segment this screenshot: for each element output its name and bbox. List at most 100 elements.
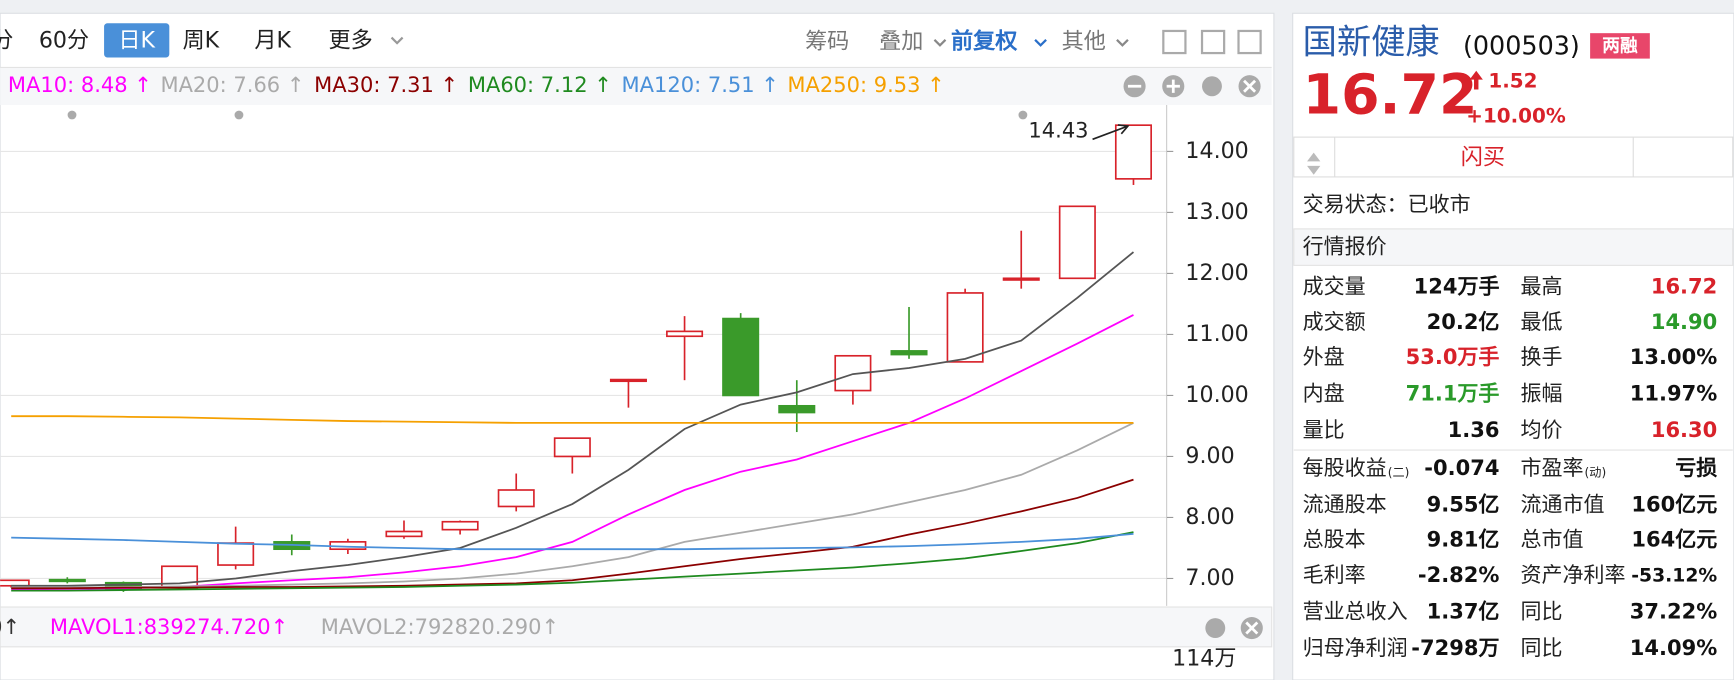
marker-dot <box>67 110 77 120</box>
ma-line <box>11 478 1134 590</box>
ma-line <box>11 422 1134 589</box>
tool[interactable]: 叠加 <box>879 29 923 55</box>
field-label: 总股本 <box>1303 528 1366 552</box>
field-label: 换手 <box>1520 345 1562 369</box>
y-tick-label: 13.00 <box>1185 199 1248 225</box>
ma-legend: MA10: 8.48 ↑ MA20: 7.66 ↑ MA30: 7.31 ↑ MA60… <box>8 73 945 97</box>
field-label: 营业总收入 <box>1303 600 1408 624</box>
field-note: (动) <box>1585 466 1607 480</box>
grid-icon[interactable] <box>1162 29 1187 55</box>
field-value: 37.22% <box>1630 600 1717 624</box>
ma-line <box>11 415 1134 424</box>
pen-icon[interactable] <box>1200 29 1226 55</box>
field-value: 11.97% <box>1630 382 1717 406</box>
field-label: 振幅 <box>1520 382 1562 406</box>
tool[interactable]: 筹码 <box>805 29 849 55</box>
field-value: 124万手 <box>1414 274 1500 298</box>
field-value: 13.00% <box>1630 345 1717 369</box>
y-tick-label: 11.00 <box>1185 321 1248 347</box>
status: 交易状态：已收市 <box>1303 193 1471 217</box>
volume-label: 0↑ <box>0 615 20 639</box>
ma-line <box>11 531 1134 592</box>
fullscreen-icon[interactable] <box>1237 29 1262 55</box>
change-pct: +10.00% <box>1466 105 1566 128</box>
tag-box <box>1590 33 1650 59</box>
kline-chart: 7.00 8.00 9.00 10.00 11.00 12.00 13.00 14.00 14.… <box>0 119 1249 592</box>
field-value: 160亿元 <box>1631 492 1717 516</box>
candle-body <box>890 350 928 356</box>
icon-glyphs <box>1127 79 1259 635</box>
candle-body <box>217 542 255 566</box>
chevron <box>933 39 947 47</box>
field-value: 亏损 <box>1675 456 1717 480</box>
volume-label: MAVOL1:839274.720↑ <box>50 615 288 639</box>
flash-buy[interactable]: 闪买 <box>1461 145 1505 171</box>
ma-label: MA250: 9.53 ↑ <box>787 73 944 97</box>
tab[interactable]: 日K <box>118 27 155 53</box>
field-label: 资产净利率 <box>1520 563 1625 587</box>
field-label: 最高 <box>1520 274 1562 298</box>
tab[interactable]: 更多 <box>329 27 373 53</box>
stock-name: 国新健康 <box>1303 23 1440 63</box>
candle-body <box>666 330 704 338</box>
field-value: 1.36 <box>1448 418 1500 442</box>
toolbar: 分 60分 日K 周K 月K 更多 筹码 叠加 前复权 其他 <box>0 23 1262 58</box>
field-value: -7298万 <box>1411 636 1499 660</box>
tab[interactable]: 月K <box>254 27 291 53</box>
candle-body <box>946 292 984 363</box>
ma-label: MA10: 8.48 ↑ <box>8 73 152 97</box>
ma-label: MA120: 7.51 ↑ <box>622 73 779 97</box>
tab[interactable]: 周K <box>183 27 220 53</box>
field-label: 最低 <box>1520 310 1562 334</box>
candle-body <box>441 520 479 531</box>
annotation-arrow <box>1092 124 1130 141</box>
candle-body <box>778 404 816 414</box>
field-label: 同比 <box>1520 600 1562 624</box>
field-value: 20.2亿 <box>1427 310 1500 334</box>
stock-code: (000503) <box>1463 31 1580 61</box>
y-tick-label: 8.00 <box>1185 504 1234 530</box>
field-value: -53.12% <box>1631 566 1717 587</box>
tag: 两融 <box>1602 35 1638 56</box>
sort-icon[interactable] <box>1307 152 1321 175</box>
y-tick-label: 10.00 <box>1185 382 1248 408</box>
chevron <box>1034 39 1047 47</box>
change: 1.52 <box>1488 69 1537 92</box>
annotation: 14.43 <box>1028 119 1088 143</box>
field-label: 总市值 <box>1520 528 1583 552</box>
field-label: 成交额 <box>1303 310 1366 334</box>
field-value: 14.09% <box>1630 636 1717 660</box>
field-value: 1.37亿 <box>1427 600 1500 624</box>
section-title: 行情报价 <box>1303 235 1387 259</box>
tool[interactable]: 前复权 <box>951 29 1018 55</box>
field-label: 毛利率 <box>1303 563 1366 587</box>
settings-icon[interactable] <box>1202 76 1222 97</box>
ma-bar <box>0 67 1272 106</box>
candle-body <box>1002 277 1040 281</box>
y-tick-label: 7.00 <box>1185 565 1234 591</box>
volume-bar <box>0 606 1273 648</box>
field-value: 9.55亿 <box>1427 492 1500 516</box>
tool[interactable]: 其他 <box>1062 29 1106 55</box>
field-value: 16.72 <box>1651 274 1717 298</box>
field-label: 流通股本 <box>1303 492 1387 516</box>
field-label: 流通市值 <box>1520 492 1604 516</box>
field-label: 量比 <box>1303 418 1345 442</box>
ma-line <box>11 251 1135 587</box>
tab[interactable]: 分 <box>0 27 13 53</box>
tab[interactable]: 60分 <box>39 27 89 53</box>
kline-panel <box>0 12 1275 680</box>
ma-label: MA30: 7.31 ↑ <box>314 73 458 97</box>
volume-legend: 0↑ MAVOL1:839274.720↑ MAVOL2:792820.290↑ <box>0 615 559 639</box>
field-label: 均价 <box>1520 418 1562 442</box>
field-value: 53.0万手 <box>1406 345 1500 369</box>
candle-body <box>385 530 423 538</box>
field-label: 内盘 <box>1303 382 1345 406</box>
volume-label: MAVOL2:792820.290↑ <box>321 615 559 639</box>
candle-body <box>722 317 760 397</box>
settings-icon[interactable] <box>1205 618 1226 638</box>
field-label: 成交量 <box>1303 274 1366 298</box>
tab-active-bg <box>104 23 170 58</box>
